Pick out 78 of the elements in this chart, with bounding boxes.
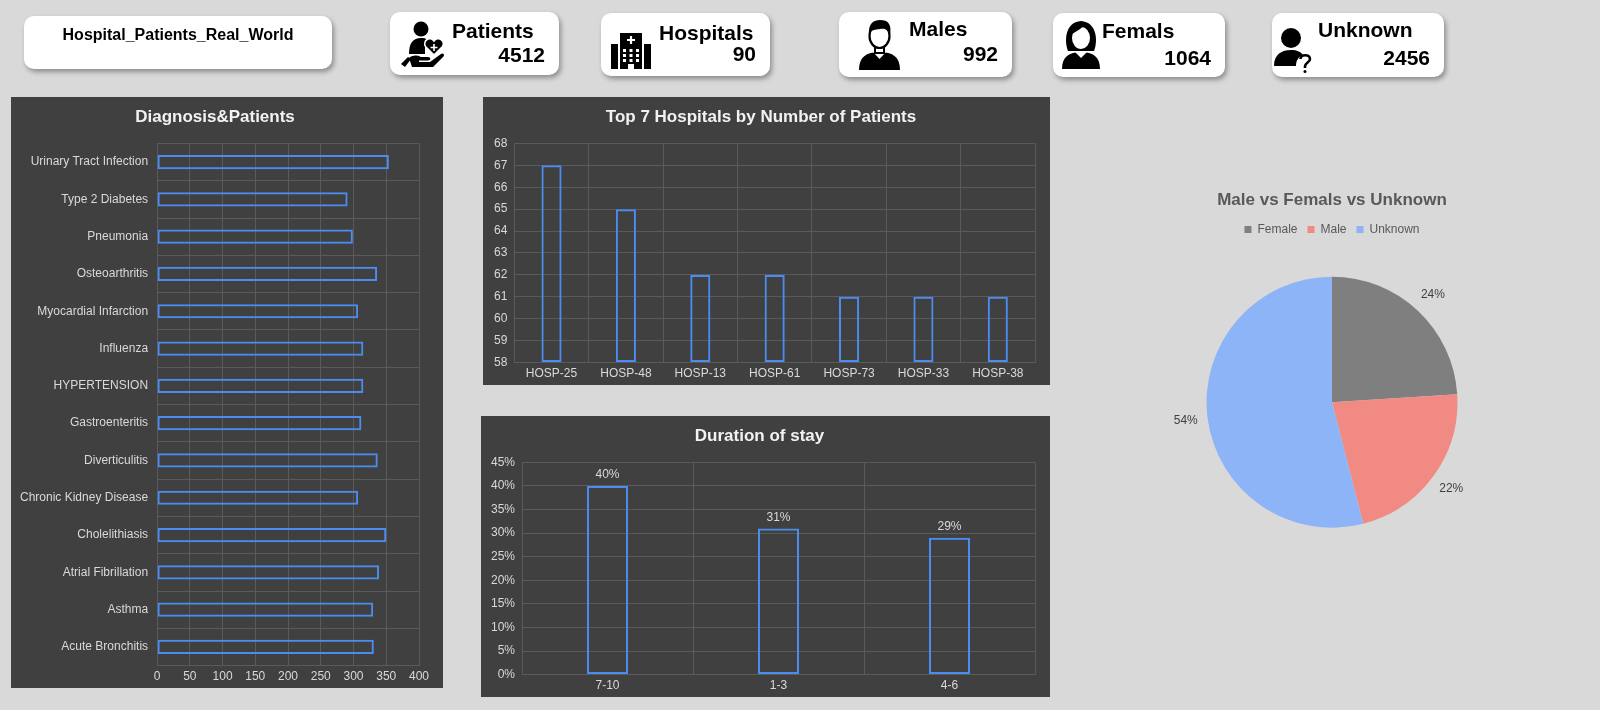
x-tick-label: HOSP-25 <box>525 366 578 381</box>
y-tick-label: Chronic Kidney Disease <box>20 490 149 505</box>
x-tick-label: HOSP-73 <box>823 366 876 381</box>
x-tick-label: 4-6 <box>940 678 959 693</box>
y-tick-label: 68 <box>493 135 508 150</box>
legend-label: Unknown <box>1369 221 1420 236</box>
legend-label: Male <box>1320 221 1347 236</box>
y-tick-label: 62 <box>493 267 508 282</box>
data-label: 31% <box>766 509 791 524</box>
data-label: 22% <box>1439 481 1464 496</box>
x-tick-label: 150 <box>245 669 266 684</box>
y-tick-label: Atrial Fibrillation <box>62 564 149 579</box>
x-tick-label: 250 <box>310 669 332 684</box>
y-tick-label: 10% <box>490 619 516 634</box>
y-tick-label: 0% <box>497 666 516 681</box>
x-tick-label: 300 <box>343 669 364 684</box>
chart-title: Duration of stay <box>694 425 825 445</box>
chart-title: Male vs Femals vs Unknown <box>1217 189 1447 209</box>
y-tick-label: Gastroenteritis <box>70 415 149 430</box>
y-tick-label: 65 <box>493 201 508 216</box>
data-label: 1064 <box>1164 46 1211 70</box>
x-tick-label: HOSP-61 <box>748 366 801 381</box>
y-tick-label: 35% <box>490 501 516 516</box>
data-label: 40% <box>595 467 620 482</box>
y-tick-label: 15% <box>490 596 516 611</box>
x-tick-label: 400 <box>408 669 430 684</box>
category-label: Hospitals <box>659 21 754 45</box>
y-tick-label: Acute Bronchitis <box>61 639 149 654</box>
data-label: 29% <box>937 519 962 534</box>
x-tick-label: 1-3 <box>769 678 788 693</box>
y-tick-label: 40% <box>490 478 516 493</box>
x-tick-label: HOSP-48 <box>600 366 652 381</box>
x-tick-label: 100 <box>212 669 233 684</box>
x-tick-label: HOSP-13 <box>674 366 727 381</box>
y-tick-label: 58 <box>493 354 508 369</box>
data-label: 4512 <box>498 43 545 67</box>
y-tick-label: Urinary Tract Infection <box>30 154 149 169</box>
x-tick-label: HOSP-38 <box>972 366 1024 381</box>
y-tick-label: 25% <box>490 549 516 564</box>
y-tick-label: 60 <box>493 311 508 326</box>
y-tick-label: 30% <box>490 525 516 540</box>
y-tick-label: Type 2 Diabetes <box>61 191 149 206</box>
chart-title: Top 7 Hospitals by Number of Patients <box>605 106 917 126</box>
y-tick-label: 61 <box>493 289 508 304</box>
y-tick-label: Influenza <box>99 340 149 355</box>
y-tick-label: 20% <box>490 572 516 587</box>
legend-label: Female <box>1257 221 1298 236</box>
x-tick-label: HOSP-33 <box>897 366 950 381</box>
category-label: Males <box>909 17 968 41</box>
y-tick-label: 5% <box>497 643 516 658</box>
x-tick-label: 7-10 <box>595 678 620 693</box>
data-label: 90 <box>732 42 756 66</box>
y-tick-label: 66 <box>493 179 508 194</box>
text: Hospital_Patients_Real_World <box>61 26 295 44</box>
y-tick-label: Asthma <box>107 601 149 616</box>
data-label: 2456 <box>1383 46 1430 70</box>
x-tick-label: 50 <box>183 669 197 684</box>
y-tick-label: 63 <box>493 245 508 260</box>
x-tick-label: 200 <box>278 669 299 684</box>
chart-title: Diagnosis&Patients <box>135 106 295 126</box>
y-tick-label: Cholelithiasis <box>77 527 149 542</box>
category-label: Patients <box>452 19 534 43</box>
category-label: Unknown <box>1318 18 1413 42</box>
data-label: 24% <box>1420 287 1446 302</box>
y-tick-label: Osteoarthritis <box>76 266 149 281</box>
x-tick-label: 350 <box>376 669 397 684</box>
y-tick-label: Myocardial Infarction <box>37 303 149 318</box>
x-tick-label: 0 <box>153 669 161 684</box>
y-tick-label: 67 <box>493 157 508 172</box>
category-label: Femals <box>1102 19 1175 43</box>
y-tick-label: Diverticulitis <box>84 452 149 467</box>
y-tick-label: 64 <box>493 223 508 238</box>
y-tick-label: Pneumonia <box>87 228 149 243</box>
y-tick-label: 45% <box>490 454 516 469</box>
data-label: 54% <box>1173 412 1199 427</box>
data-label: 992 <box>962 42 998 66</box>
y-tick-label: HYPERTENSION <box>53 378 149 393</box>
y-tick-label: 59 <box>493 332 508 347</box>
